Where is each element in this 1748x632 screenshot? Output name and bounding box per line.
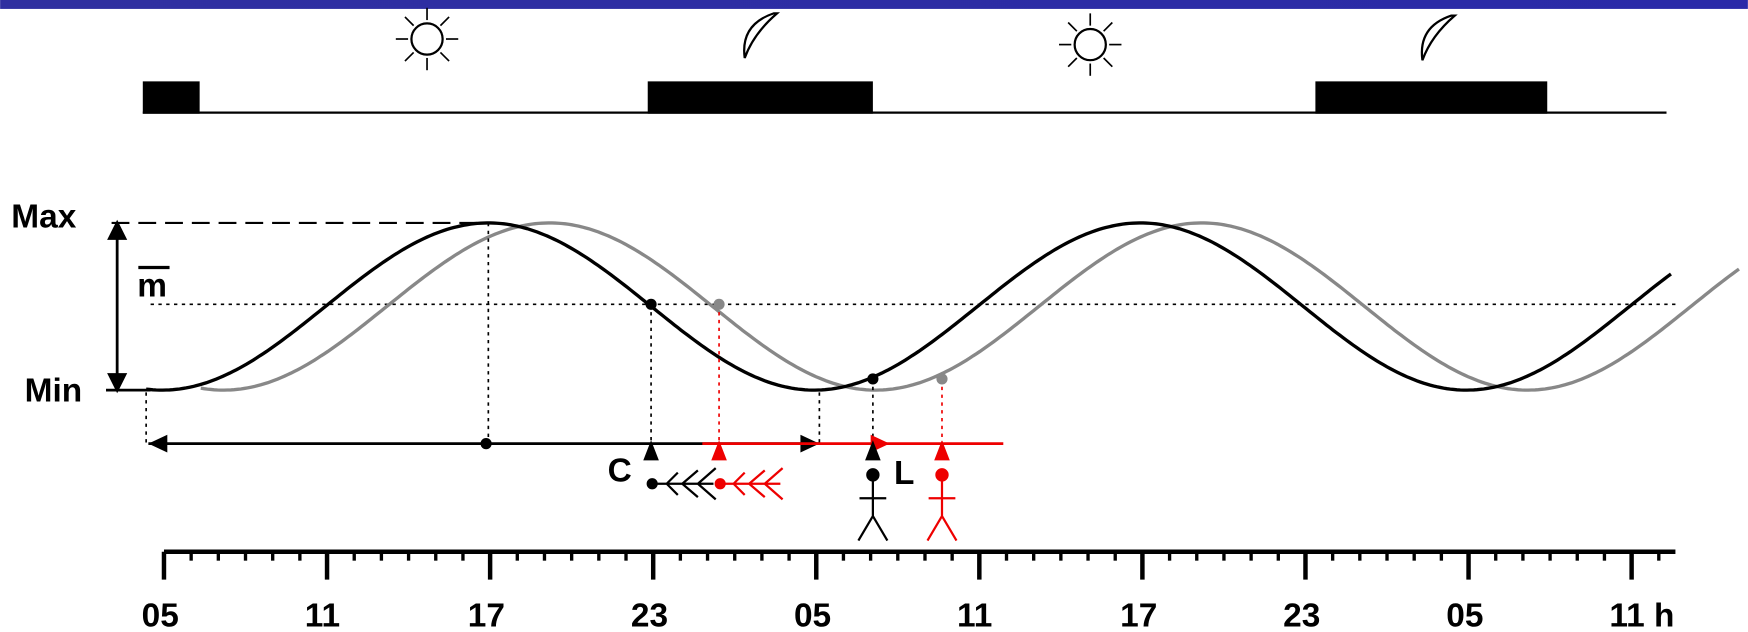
minor-tick xyxy=(1222,553,1226,561)
minor-tick xyxy=(1575,553,1579,561)
minor-tick xyxy=(434,553,438,561)
tick-label: 05 xyxy=(142,597,179,632)
tick-label: 11 h xyxy=(1609,597,1674,632)
l-label: L xyxy=(894,455,914,492)
minor-tick xyxy=(352,553,356,561)
minor-tick xyxy=(515,553,519,561)
rhythm-curve xyxy=(200,221,1740,392)
minor-tick xyxy=(705,553,710,561)
fish-icons xyxy=(646,467,784,501)
top-bar xyxy=(0,0,1748,9)
minor-tick xyxy=(597,553,601,561)
rhythm-curve xyxy=(145,221,1672,392)
minor-tick xyxy=(1276,553,1280,561)
sun-ray xyxy=(404,51,415,62)
minor-tick xyxy=(1358,553,1362,561)
minor-tick xyxy=(1249,553,1253,561)
sun-ray xyxy=(1067,57,1078,68)
minor-tick xyxy=(1032,553,1036,561)
sun-icons xyxy=(395,7,1122,76)
minor-tick xyxy=(733,553,737,561)
sun xyxy=(410,22,444,56)
minor-tick xyxy=(216,553,221,561)
minor-tick xyxy=(461,553,465,561)
minor-tick xyxy=(569,553,574,561)
minor-tick xyxy=(298,553,302,561)
minor-tick xyxy=(1195,553,1199,561)
tick-label: 17 xyxy=(1120,597,1157,632)
tick-label: 05 xyxy=(1446,597,1483,632)
sun-ray xyxy=(439,16,450,27)
minor-tick xyxy=(542,553,547,561)
phase-markers xyxy=(645,298,948,385)
minor-tick xyxy=(1439,553,1444,561)
minor-tick xyxy=(379,553,384,561)
minor-tick xyxy=(1385,553,1389,561)
person-icons xyxy=(857,468,958,542)
tick-label: 11 xyxy=(305,597,340,632)
c-label: C xyxy=(608,453,632,490)
minor-tick xyxy=(1494,553,1498,561)
sun-ray xyxy=(1067,21,1078,32)
mean-label: m xyxy=(137,267,167,304)
minor-tick xyxy=(1086,553,1090,561)
tick-label: 17 xyxy=(468,597,505,632)
minor-tick xyxy=(896,553,900,561)
tick-label: 05 xyxy=(794,597,831,632)
minor-tick xyxy=(841,553,846,561)
drop-lines xyxy=(145,222,943,458)
minor-tick xyxy=(243,553,248,561)
rhythm-curves xyxy=(145,221,1740,392)
minor-tick xyxy=(1167,553,1172,561)
sun-ray xyxy=(439,51,450,62)
light-dark-bar xyxy=(142,81,1667,114)
minor-tick xyxy=(406,553,411,561)
minor-tick xyxy=(189,553,193,561)
minor-tick xyxy=(624,553,628,561)
minor-tick xyxy=(1330,553,1335,561)
minor-tick xyxy=(1004,553,1009,561)
minor-tick xyxy=(678,553,683,561)
minor-tick xyxy=(1548,553,1552,561)
time-axis: 05 11 17 23 05 11 17 23 05 11 h xyxy=(142,549,1676,632)
tick-label: 11 xyxy=(957,597,992,632)
minor-tick xyxy=(1113,553,1117,561)
sun-ray xyxy=(1103,21,1113,32)
minor-tick xyxy=(1657,553,1661,561)
sun-ray xyxy=(404,16,415,27)
period-arrow xyxy=(148,434,1004,461)
minor-tick xyxy=(923,553,927,561)
minor-tick xyxy=(760,553,764,561)
min-label: Min xyxy=(25,372,83,409)
sun xyxy=(1073,27,1107,62)
minor-tick xyxy=(1602,553,1607,561)
tick-label: 23 xyxy=(1283,597,1320,632)
minor-tick xyxy=(787,553,791,561)
minor-tick xyxy=(868,553,873,561)
tick-label: 23 xyxy=(631,597,668,632)
minor-tick xyxy=(1059,553,1063,561)
sun-ray xyxy=(1103,57,1113,68)
minor-tick xyxy=(271,553,275,561)
minor-tick xyxy=(1521,553,1525,561)
minor-tick xyxy=(1412,553,1416,561)
max-label: Max xyxy=(11,198,76,235)
range-arrow xyxy=(106,219,151,394)
moon-icons xyxy=(743,12,1458,61)
minor-tick xyxy=(950,553,954,561)
